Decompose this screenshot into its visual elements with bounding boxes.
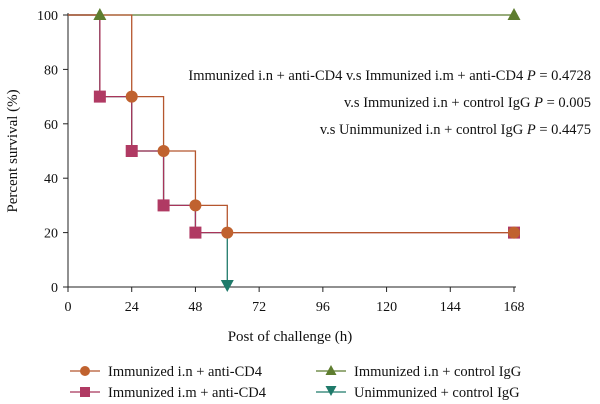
annotation-stat: P xyxy=(526,122,536,138)
legend-item: Immunized i.n + control IgG xyxy=(316,364,522,380)
y-tick-label: 40 xyxy=(44,172,58,187)
annotation-2: v.s Unimmunized i.n + control IgG P = 0.… xyxy=(320,122,591,138)
legend-marker-circle xyxy=(80,366,90,376)
annotation-value: = 0.4728 xyxy=(536,68,591,84)
legend-marker-square xyxy=(80,387,90,397)
legend-item: Immunized i.n + anti-CD4 xyxy=(70,364,263,380)
annotation-0: Immunized i.n + anti-CD4 v.s Immunized i… xyxy=(188,68,591,84)
series-line-1 xyxy=(68,14,514,234)
x-tick-label: 48 xyxy=(188,300,202,315)
axes: 0 20 40 60 80 100 0 24 48 72 96 120 144 168 xyxy=(37,9,525,315)
data-point-circle xyxy=(157,145,170,157)
legend-label: Immunized i.n + control IgG xyxy=(354,364,522,380)
x-tick-label: 72 xyxy=(252,300,266,315)
legend-marker-triangle-up xyxy=(325,365,337,375)
annotation-stat: P xyxy=(526,68,536,84)
y-tick-label: 20 xyxy=(44,227,58,242)
data-point-square xyxy=(157,199,170,212)
x-tick-label: 168 xyxy=(504,300,525,315)
data-point-circle xyxy=(221,226,234,239)
y-tick-label: 60 xyxy=(44,118,58,133)
data-point-square xyxy=(93,90,106,103)
x-axis-title: Post of challenge (h) xyxy=(228,329,353,345)
x-tick-label: 96 xyxy=(316,300,330,315)
data-point-circle xyxy=(508,226,520,239)
annotation-1: v.s Immunized i.n + control IgG P = 0.00… xyxy=(344,95,591,111)
y-tick-label: 80 xyxy=(44,63,58,78)
annotation-value: = 0.005 xyxy=(543,95,591,111)
data-point-square xyxy=(125,145,138,157)
series-line-0 xyxy=(68,14,514,234)
data-point-circle xyxy=(189,199,202,212)
annotation-value: = 0.4475 xyxy=(536,122,591,138)
annotation-text: v.s Unimmunized i.n + control IgG xyxy=(320,122,527,138)
y-tick-label: 100 xyxy=(37,9,58,24)
data-point-triangle-up xyxy=(507,8,521,20)
data-point-circle xyxy=(125,90,138,103)
annotation-stat: P xyxy=(533,95,543,111)
legend-item: Unimmunized + control IgG xyxy=(316,385,520,401)
data-point-triangle-down xyxy=(220,280,234,292)
legend-label: Unimmunized + control IgG xyxy=(354,385,520,401)
legend-label: Immunized i.n + anti-CD4 xyxy=(108,364,263,380)
survival-markers xyxy=(93,8,521,292)
annotation-text: v.s Immunized i.n + control IgG xyxy=(344,95,534,111)
legend-marker-triangle-down xyxy=(325,386,337,396)
annotations: Immunized i.n + anti-CD4 v.s Immunized i… xyxy=(188,68,591,138)
data-point-triangle-up xyxy=(93,8,107,20)
y-tick-label: 0 xyxy=(51,281,58,296)
y-axis-title: Percent survival (%) xyxy=(5,89,21,212)
x-tick-label: 120 xyxy=(376,300,397,315)
x-tick-label: 24 xyxy=(125,300,139,315)
annotation-text: Immunized i.n + anti-CD4 v.s Immunized i… xyxy=(188,68,526,84)
legend: Immunized i.n + anti-CD4 Immunized i.m + … xyxy=(70,364,522,401)
legend-label: Immunized i.m + anti-CD4 xyxy=(108,385,267,401)
x-tick-label: 0 xyxy=(65,300,72,315)
x-tick-label: 144 xyxy=(440,300,461,315)
legend-item: Immunized i.m + anti-CD4 xyxy=(70,385,267,401)
data-point-square xyxy=(189,226,202,239)
